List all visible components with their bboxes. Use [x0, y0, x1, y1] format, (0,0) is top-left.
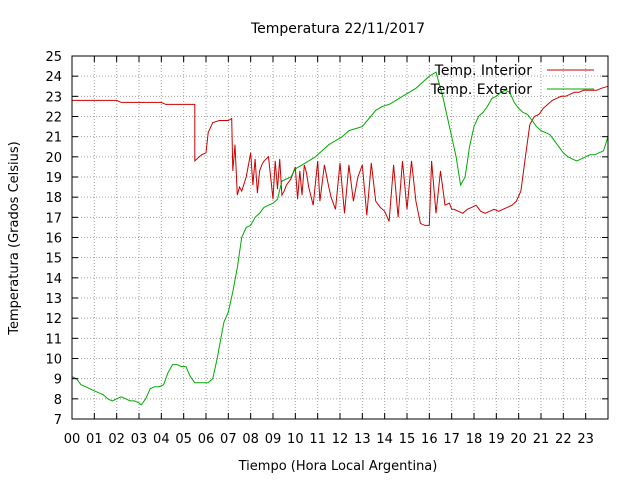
- legend-label-interior: Temp. Interior: [434, 63, 533, 79]
- grid-layer: [72, 56, 608, 419]
- y-tick-label: 23: [45, 90, 62, 105]
- y-tick-label: 19: [45, 171, 62, 186]
- y-tick-label: 7: [54, 413, 62, 428]
- y-tick-label: 24: [45, 70, 62, 85]
- y-tick-label: 12: [45, 312, 62, 327]
- series-line-exterior: [71, 71, 609, 406]
- x-tick-label: 12: [332, 432, 349, 447]
- x-tick-label: 15: [399, 432, 416, 447]
- x-tick-label: 17: [443, 432, 460, 447]
- x-tick-label: 00: [64, 432, 81, 447]
- y-tick-label: 16: [45, 232, 62, 247]
- y-tick-label: 14: [45, 272, 62, 287]
- legend-label-exterior: Temp. Exterior: [430, 82, 533, 98]
- y-tick-label: 13: [45, 292, 62, 307]
- x-tick-label: 22: [555, 432, 572, 447]
- chart-title: Temperatura 22/11/2017: [250, 21, 425, 37]
- x-tick-label: 14: [376, 432, 393, 447]
- x-tick-label: 06: [198, 432, 215, 447]
- y-tick-label: 11: [45, 332, 62, 347]
- x-tick-label: 21: [533, 432, 550, 447]
- x-tick-label: 04: [153, 432, 170, 447]
- x-tick-label: 23: [577, 432, 594, 447]
- x-tick-label: 10: [287, 432, 304, 447]
- y-tick-label: 18: [45, 191, 62, 206]
- x-tick-label: 08: [242, 432, 259, 447]
- series-line-interior: [72, 85, 609, 226]
- x-tick-label: 20: [510, 432, 527, 447]
- x-axis-label: Tiempo (Hora Local Argentina): [238, 459, 438, 474]
- y-tick-label: 9: [54, 373, 62, 388]
- x-tick-label: 07: [220, 432, 237, 447]
- y-tick-label: 22: [45, 111, 62, 126]
- legend: Temp. Interior Temp. Exterior: [430, 63, 594, 98]
- x-tick-label: 16: [421, 432, 438, 447]
- x-tick-label: 19: [488, 432, 505, 447]
- y-tick-label: 15: [45, 252, 62, 267]
- x-tick-label: 05: [175, 432, 192, 447]
- y-tick-label: 25: [45, 50, 62, 65]
- x-tick-label: 02: [108, 432, 125, 447]
- y-axis-label: Temperatura (Grados Celsius): [7, 141, 22, 335]
- y-tick-label: 21: [45, 131, 62, 146]
- x-tick-label: 09: [265, 432, 282, 447]
- y-tick-label: 20: [45, 151, 62, 166]
- y-tick-label: 8: [54, 393, 62, 408]
- series-layer: [71, 71, 609, 406]
- ticks-layer: 7 8 9 10 11 12 13 14 15 16 17 18 19 20 21 22 23 24 25 00 01 0…: [45, 50, 608, 447]
- x-tick-label: 11: [309, 432, 326, 447]
- y-tick-label: 10: [45, 353, 62, 368]
- y-tick-label: 17: [45, 211, 62, 226]
- x-tick-label: 03: [131, 432, 148, 447]
- x-tick-label: 01: [86, 432, 103, 447]
- x-tick-label: 18: [466, 432, 483, 447]
- x-tick-label: 13: [354, 432, 371, 447]
